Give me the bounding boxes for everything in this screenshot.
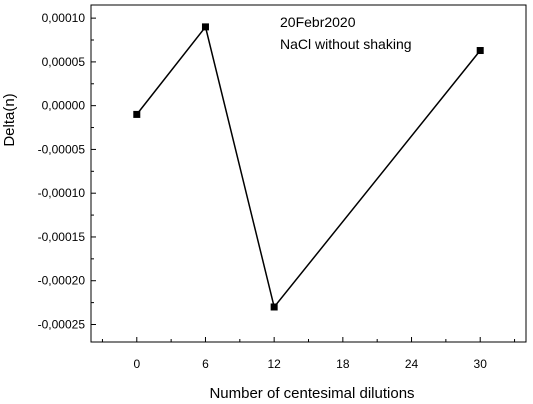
x-axis-title: Number of centesimal dilutions xyxy=(209,385,414,402)
x-axis: 0 6 12 18 24 30 xyxy=(101,337,516,371)
y-tick-label: 0,00010 xyxy=(42,11,86,25)
x-tick-label: 24 xyxy=(405,357,419,371)
y-tick-label: -0,00025 xyxy=(38,317,86,331)
annotation-date: 20Febr2020 xyxy=(280,14,356,30)
data-point xyxy=(270,303,278,311)
x-tick-label: 6 xyxy=(202,357,209,371)
y-axis-title: Delta(n) xyxy=(1,93,18,146)
y-tick-label: 0,00000 xyxy=(42,99,86,113)
y-tick-label: -0,00005 xyxy=(38,142,86,156)
annotation-condition: NaCl without shaking xyxy=(280,36,412,52)
plot-frame xyxy=(90,4,527,343)
data-point xyxy=(133,110,141,118)
data-point xyxy=(476,47,484,55)
x-tick-label: 12 xyxy=(267,357,281,371)
x-tick-label: 0 xyxy=(133,357,140,371)
y-tick-label: 0,00005 xyxy=(42,55,86,69)
y-tick-label: -0,00020 xyxy=(38,274,86,288)
x-tick-label: 30 xyxy=(474,357,488,371)
data-point xyxy=(201,23,209,31)
series-layer xyxy=(133,23,484,311)
y-tick-label: -0,00010 xyxy=(38,186,86,200)
y-axis: 0,00010 0,00005 0,00000 -0,00005 -0,00010 -0,… xyxy=(38,11,96,331)
y-tick-label: -0,00015 xyxy=(38,230,86,244)
series-line xyxy=(136,25,481,309)
x-tick-label: 18 xyxy=(336,357,350,371)
